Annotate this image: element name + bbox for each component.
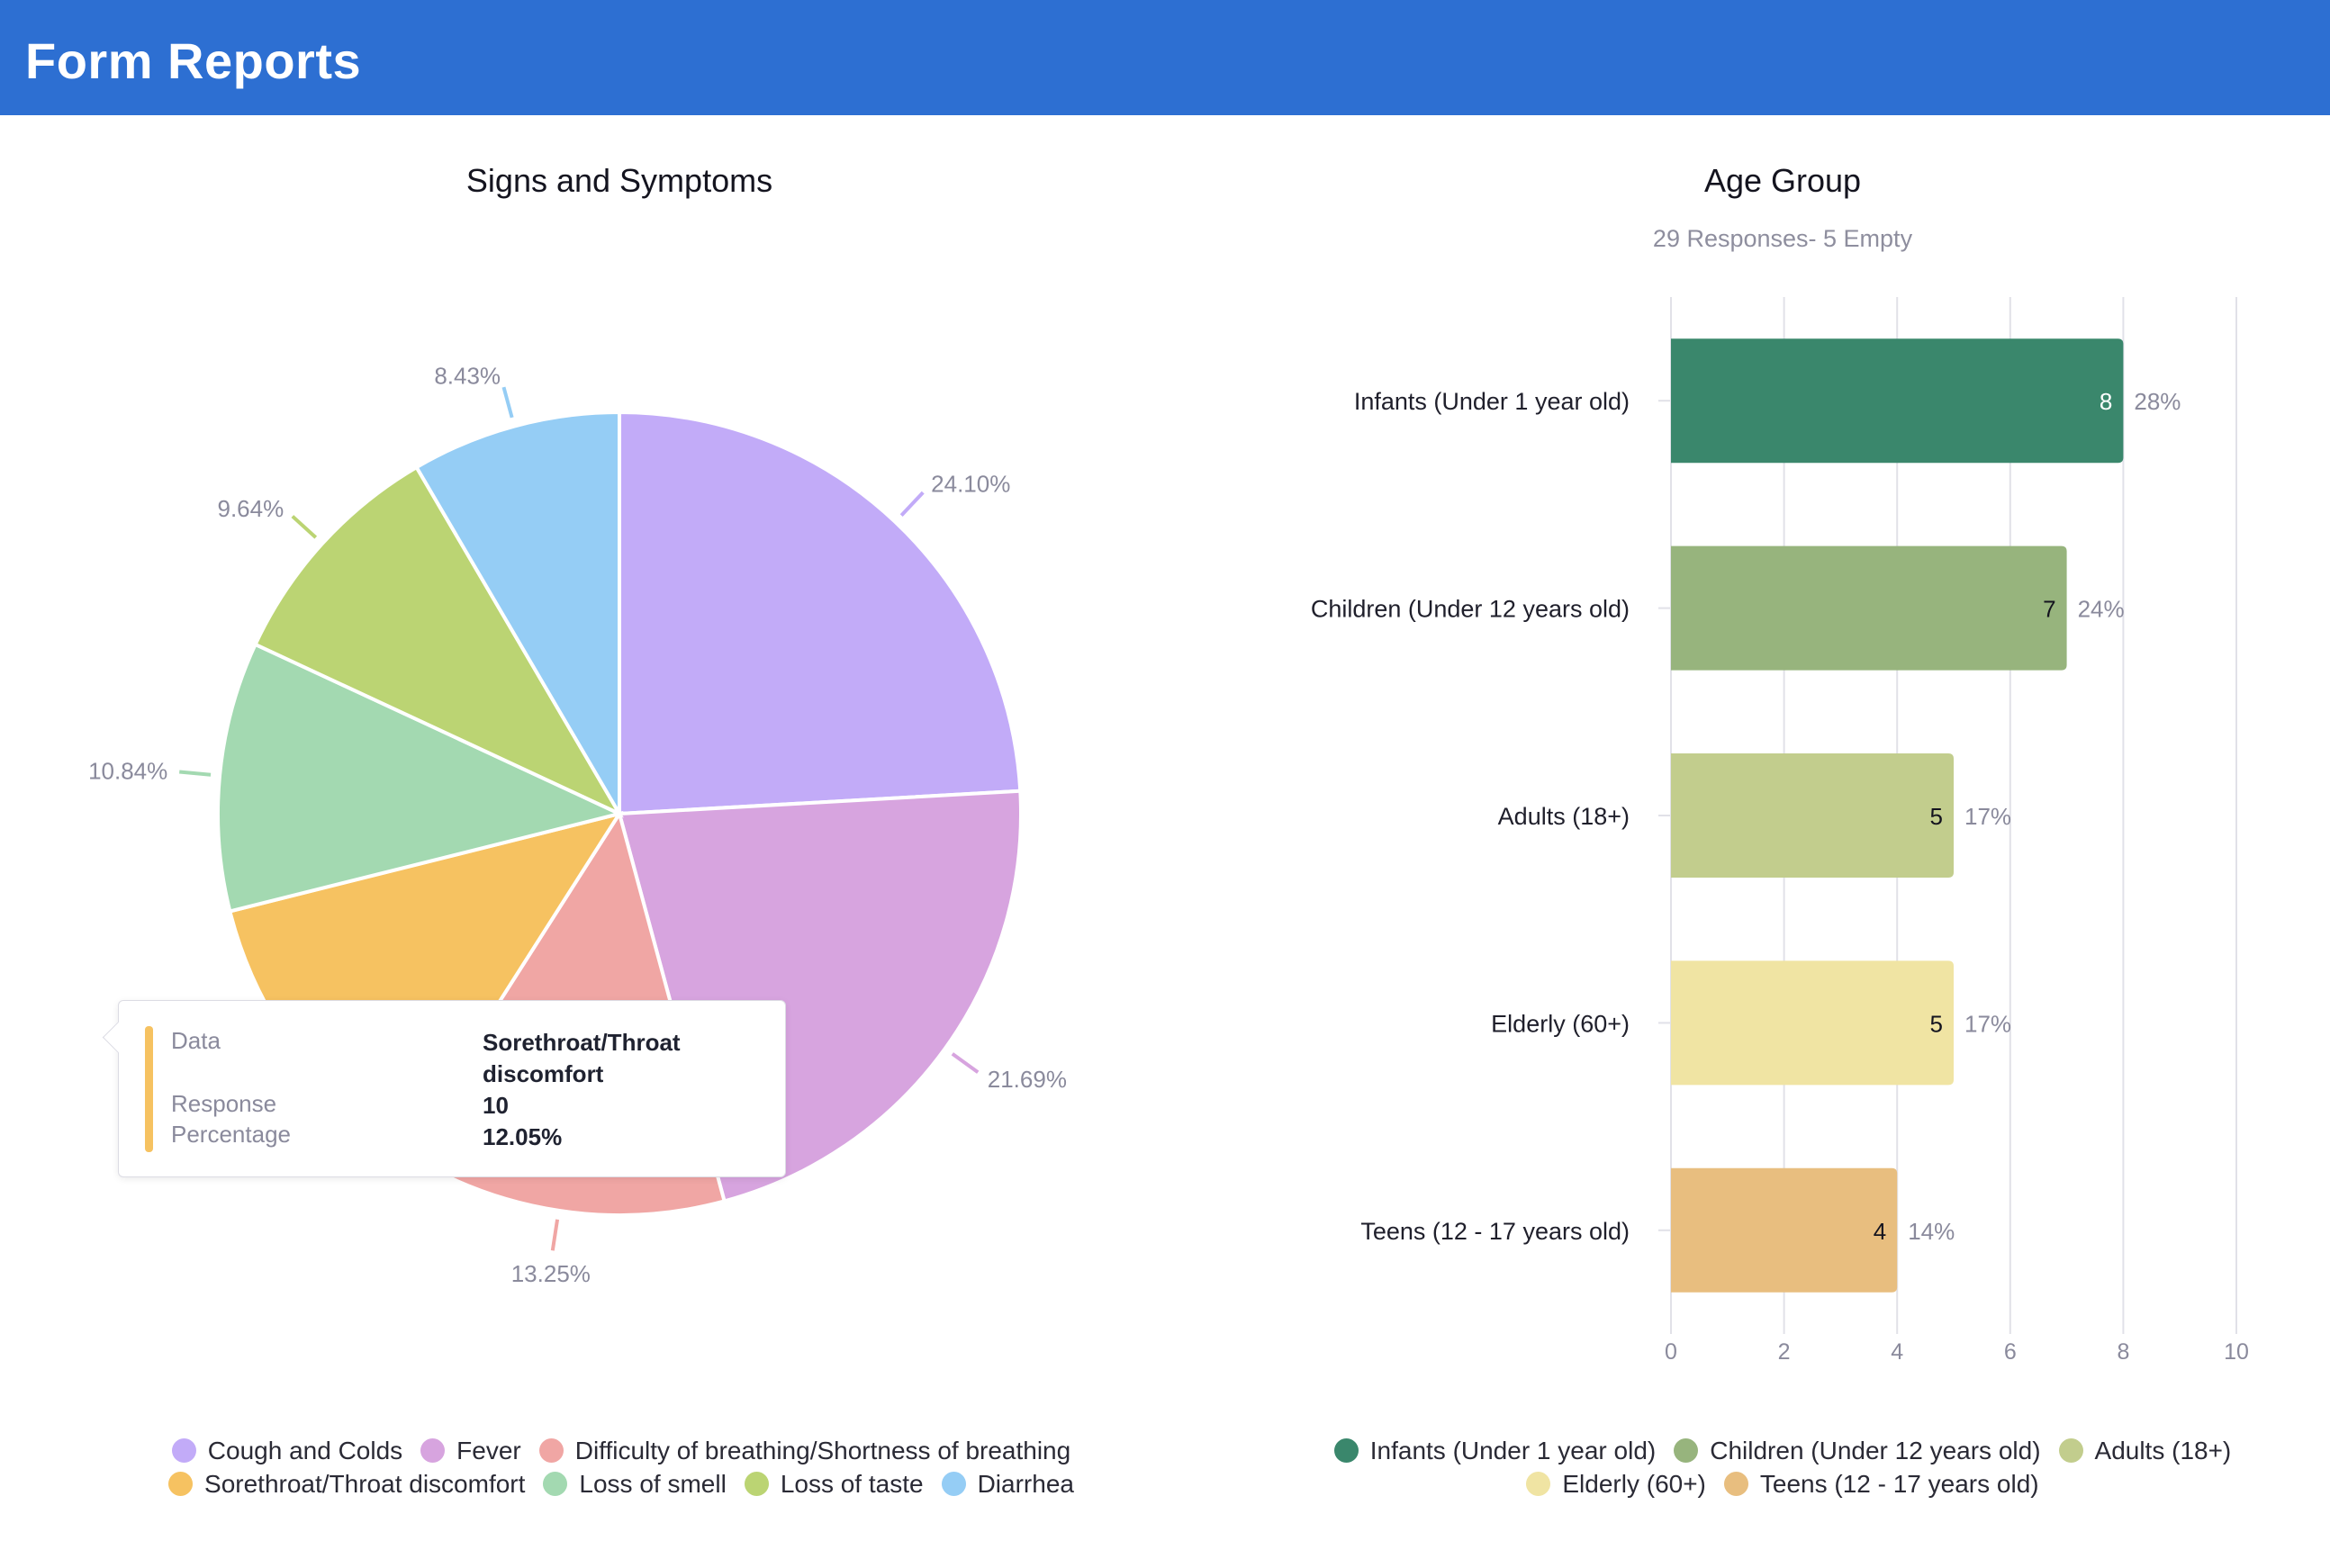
legend-swatch [168,1472,194,1496]
pie-data-label: 24.10% [931,471,1010,498]
legend-item-children-under-12-years-old[interactable]: Children (Under 12 years old) [1674,1436,2041,1465]
pie-label-leader [179,770,212,777]
bar-percent-label: 28% [2134,388,2181,415]
bar-percent-label: 17% [1964,1010,2011,1037]
pie-data-label: 10.84% [88,757,167,784]
x-tick-label: 6 [2004,1339,2017,1365]
legend-label: Adults (18+) [2094,1436,2232,1464]
pie-label-leader [951,1052,980,1074]
category-label: Teens (12 - 17 years old) [1360,1218,1630,1245]
bar-percent-label: 17% [1964,803,2011,830]
legend-label: Diarrhea [977,1469,1074,1498]
pie-data-label: 13.25% [511,1260,591,1287]
legend-swatch [420,1438,446,1463]
category-label: Children (Under 12 years old) [1311,596,1630,623]
legend-item-sorethroat-throat-discomfort[interactable]: Sorethroat/Throat discomfort [168,1469,525,1499]
tooltip-response-label: Response [171,1090,277,1117]
bar-chart-title: Age Group [1703,162,1862,199]
legend-swatch [171,1438,196,1463]
tooltip-color-bar [145,1026,153,1152]
x-tick-label: 10 [2224,1339,2249,1365]
bar-legend: Infants (Under 1 year old) Children (Unde… [1296,1436,2269,1499]
tooltip-percentage-label: Percentage [171,1121,291,1148]
legend-swatch [1333,1438,1359,1463]
legend-item-fever[interactable]: Fever [420,1436,521,1465]
bar-percent-label: 14% [1908,1218,1955,1245]
bar-chart: 0 2 4 6 8 10 Infants (Under 1 year old) 8 28% Chi… [1311,297,2249,1365]
pie-slice-loss-of-taste[interactable] [252,464,624,818]
bar-infants-under-1-year-old[interactable] [1671,338,2124,464]
pie-tooltip: Data Sorethroat/Throat discomfort Respon… [102,1000,786,1177]
bar-children-under-12-years-old[interactable] [1671,545,2067,671]
pie-slice-cough-and-colds[interactable] [618,410,1023,816]
legend-label: Infants (Under 1 year old) [1369,1436,1657,1464]
legend-label: Loss of smell [579,1469,727,1498]
legend-item-teens-12-17-years-old[interactable]: Teens (12 - 17 years old) [1723,1469,2039,1499]
x-tick-label: 4 [1891,1339,1903,1365]
x-tick-label: 0 [1665,1339,1677,1365]
bar-percent-label: 24% [2078,596,2125,623]
legend-swatch [543,1472,568,1496]
tooltip-data-value: Sorethroat/Throat discomfort [483,1029,681,1087]
legend-item-infants-under-1-year-old[interactable]: Infants (Under 1 year old) [1333,1436,1657,1465]
legend-item-cough-and-colds[interactable]: Cough and Colds [171,1436,403,1465]
pie-label-leader [550,1219,560,1251]
legend-swatch [538,1438,564,1463]
legend-item-loss-of-taste[interactable]: Loss of taste [744,1469,924,1499]
bar-value-label: 8 [2100,388,2112,415]
bar-value-label: 7 [2043,596,2055,623]
bar-value-label: 5 [1930,1010,1943,1037]
tooltip-percentage-value: 12.05% [483,1123,563,1150]
legend-item-elderly-60[interactable]: Elderly (60+) [1526,1469,1706,1499]
tooltip-data-label: Data [171,1027,221,1054]
bar-teens-12-17-years-old[interactable] [1671,1167,1898,1293]
bar-value-label: 4 [1874,1218,1886,1245]
pie-slice-loss-of-smell[interactable] [216,642,625,914]
category-label: Adults (18+) [1498,803,1630,830]
legend-item-adults-18[interactable]: Adults (18+) [2058,1436,2232,1465]
pie-slice-diarrhea[interactable] [413,410,621,821]
bar-value-label: 5 [1930,803,1943,830]
x-tick-label: 8 [2117,1339,2129,1365]
bar-adults-18[interactable] [1671,753,1954,878]
legend-item-diarrhea[interactable]: Diarrhea [941,1469,1074,1499]
legend-swatch [2058,1438,2083,1463]
legend-label: Children (Under 12 years old) [1710,1436,2041,1464]
legend-swatch [744,1472,769,1496]
legend-label: Fever [456,1436,521,1464]
category-label: Elderly (60+) [1491,1010,1630,1037]
pie-label-leader [899,491,925,517]
bar-elderly-60[interactable] [1671,960,1954,1086]
legend-label: Loss of taste [780,1469,924,1498]
bar-chart-subtitle: 29 Responses- 5 Empty [1652,225,1913,252]
x-tick-label: 2 [1778,1339,1791,1365]
tooltip-response-value: 10 [483,1092,509,1119]
pie-chart-title: Signs and Symptoms [465,162,773,199]
legend-label: Elderly (60+) [1562,1469,1706,1498]
legend-label: Cough and Colds [207,1436,403,1464]
pie-label-leader [291,515,318,539]
pie-legend: Cough and Colds Fever Difficulty of breath… [108,1436,1134,1499]
legend-item-loss-of-smell[interactable]: Loss of smell [543,1469,727,1499]
legend-swatch [1674,1438,1699,1463]
page-title: Form Reports [25,32,362,89]
pie-data-label: 9.64% [217,495,284,522]
category-label: Infants (Under 1 year old) [1354,388,1630,415]
pie-data-label: 21.69% [988,1066,1067,1093]
legend-swatch [1723,1472,1748,1496]
legend-swatch [1526,1472,1551,1496]
legend-swatch [941,1472,966,1496]
app-header: Form Reports [0,0,2330,115]
legend-label: Sorethroat/Throat discomfort [204,1469,526,1498]
legend-item-difficulty-of-breathing-shortness-of-breathing[interactable]: Difficulty of breathing/Shortness of bre… [538,1436,1071,1465]
legend-label: Difficulty of breathing/Shortness of bre… [574,1436,1071,1464]
pie-data-label: 8.43% [434,363,501,390]
legend-label: Teens (12 - 17 years old) [1759,1469,2039,1498]
pie-label-leader [501,386,514,419]
